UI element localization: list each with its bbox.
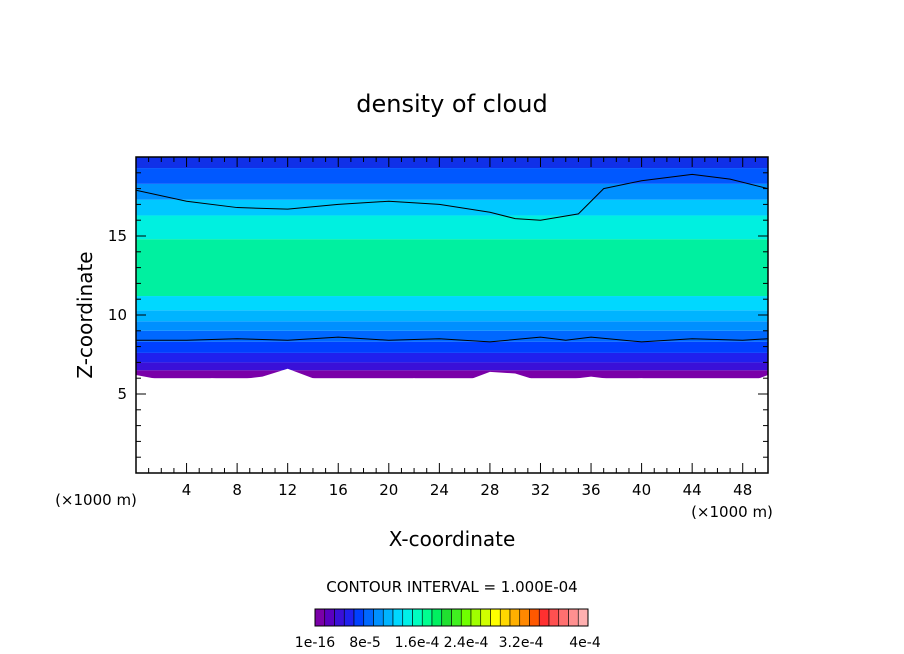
- colorbar-swatch: [382, 608, 394, 627]
- colorbar-swatch: [577, 608, 589, 627]
- layer-band-0: [136, 370, 768, 379]
- y-tick-label: 10: [108, 306, 127, 324]
- upper-contour-line: [136, 173, 768, 221]
- x-axis-label: X-coordinate: [389, 527, 516, 551]
- y-tick-label: 5: [117, 385, 127, 403]
- x-axis-unit-right: (×1000 m): [691, 503, 773, 521]
- layer-band-4: [136, 330, 768, 342]
- cloud-free-region: [136, 368, 768, 473]
- colorbar-swatch: [353, 608, 365, 627]
- layer-band-5: [136, 321, 768, 331]
- x-tick-label: 20: [379, 481, 398, 499]
- colorbar-swatch: [548, 608, 560, 627]
- x-tick-label: 40: [632, 481, 651, 499]
- colorbar-swatch: [460, 608, 472, 627]
- colorbar-labels: 1e-16 8e-5 1.6e-4 2.4e-4 3.2e-4 4e-4: [295, 635, 601, 651]
- colorbar-swatch: [392, 608, 404, 627]
- x-tick-label: 32: [531, 481, 550, 499]
- colorbar-swatch: [568, 608, 579, 627]
- colorbar-swatch: [499, 608, 511, 627]
- colorbar-swatch: [558, 608, 569, 627]
- colorbar-swatch: [431, 608, 443, 627]
- x-tick-label: 4: [182, 481, 192, 499]
- x-tick-label: 28: [480, 481, 499, 499]
- colorbar-swatch: [343, 608, 355, 627]
- x-tick-label: 24: [430, 481, 449, 499]
- layer-band-10: [136, 199, 768, 216]
- colorbar-swatch: [529, 608, 540, 627]
- layer-band-7: [136, 296, 768, 311]
- y-tick-label: 15: [108, 227, 127, 245]
- colorbar-swatch: [334, 608, 345, 627]
- x-tick-label: 48: [733, 481, 752, 499]
- colorbar-swatch: [363, 608, 374, 627]
- layer-band-11: [136, 183, 768, 200]
- colorbar-label: 3.2e-4: [499, 635, 544, 651]
- colorbar-swatch: [441, 608, 452, 627]
- colorbar-swatch: [324, 608, 335, 627]
- colorbar-label: 1e-16: [295, 635, 335, 651]
- colorbar-swatch: [470, 608, 482, 627]
- chart-title: density of cloud: [356, 90, 547, 118]
- contour-fill: [136, 157, 768, 473]
- colorbar-label: 1.6e-4: [395, 635, 440, 651]
- x-tick-label: 8: [232, 481, 242, 499]
- contour-lines: [136, 173, 768, 343]
- layer-band-2: [136, 352, 768, 363]
- x-axis-unit-left: (×1000 m): [55, 491, 137, 509]
- lower-contour-line: [136, 336, 768, 343]
- colorbar-swatch: [519, 608, 530, 627]
- layer-band-1: [136, 362, 768, 371]
- colorbar: [314, 608, 589, 627]
- layer-band-3: [136, 341, 768, 353]
- x-tick-label: 36: [581, 481, 600, 499]
- colorbar-swatch: [412, 608, 423, 627]
- colorbar-swatch: [451, 608, 462, 627]
- colorbar-swatch: [480, 608, 491, 627]
- colorbar-swatch: [314, 608, 326, 627]
- colorbar-swatch: [538, 608, 550, 627]
- layer-band-8: [136, 239, 768, 297]
- x-tick-label: 12: [278, 481, 297, 499]
- layer-band-9: [136, 215, 768, 240]
- colorbar-swatch: [373, 608, 384, 627]
- contour-interval-text: CONTOUR INTERVAL = 1.000E-04: [326, 578, 577, 596]
- colorbar-swatch: [509, 608, 521, 627]
- colorbar-swatch: [490, 608, 501, 627]
- x-tick-label: 44: [683, 481, 702, 499]
- colorbar-label: 4e-4: [569, 635, 601, 651]
- layer-band-12: [136, 168, 768, 184]
- layer-band-6: [136, 310, 768, 322]
- colorbar-swatch: [421, 608, 433, 627]
- colorbar-label: 8e-5: [349, 635, 380, 651]
- x-tick-label: 16: [329, 481, 348, 499]
- y-axis-label: Z-coordinate: [73, 251, 97, 378]
- colorbar-label: 2.4e-4: [444, 635, 489, 651]
- colorbar-frame: [314, 608, 589, 627]
- layer-band-13: [136, 157, 768, 169]
- colorbar-swatch: [402, 608, 413, 627]
